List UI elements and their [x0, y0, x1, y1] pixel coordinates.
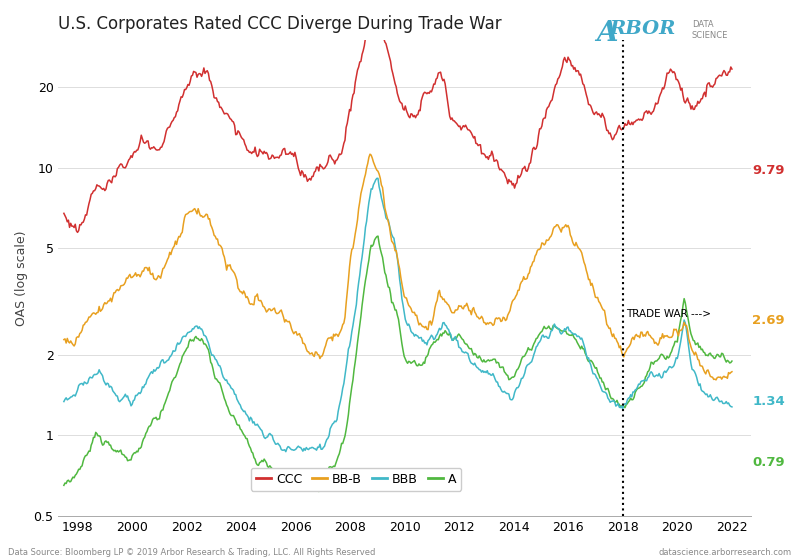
Text: U.S. Corporates Rated CCC Diverge During Trade War: U.S. Corporates Rated CCC Diverge During…: [58, 15, 502, 33]
Text: DATA
SCIENCE: DATA SCIENCE: [692, 20, 728, 40]
Text: datascience.arborresearch.com: datascience.arborresearch.com: [659, 548, 792, 557]
Text: Data Source: Bloomberg LP © 2019 Arbor Research & Trading, LLC. All Rights Reser: Data Source: Bloomberg LP © 2019 Arbor R…: [8, 548, 375, 557]
Text: 1.34: 1.34: [752, 395, 785, 408]
Text: 2.69: 2.69: [752, 314, 785, 327]
Text: TRADE WAR --->: TRADE WAR --->: [626, 309, 710, 319]
Text: 0.79: 0.79: [752, 456, 785, 469]
Y-axis label: OAS (log scale): OAS (log scale): [15, 230, 28, 326]
Legend: CCC, BB-B, BBB, A: CCC, BB-B, BBB, A: [251, 468, 462, 491]
Text: 9.79: 9.79: [752, 164, 785, 177]
Text: A: A: [596, 20, 618, 46]
Text: RBOR: RBOR: [610, 20, 676, 38]
